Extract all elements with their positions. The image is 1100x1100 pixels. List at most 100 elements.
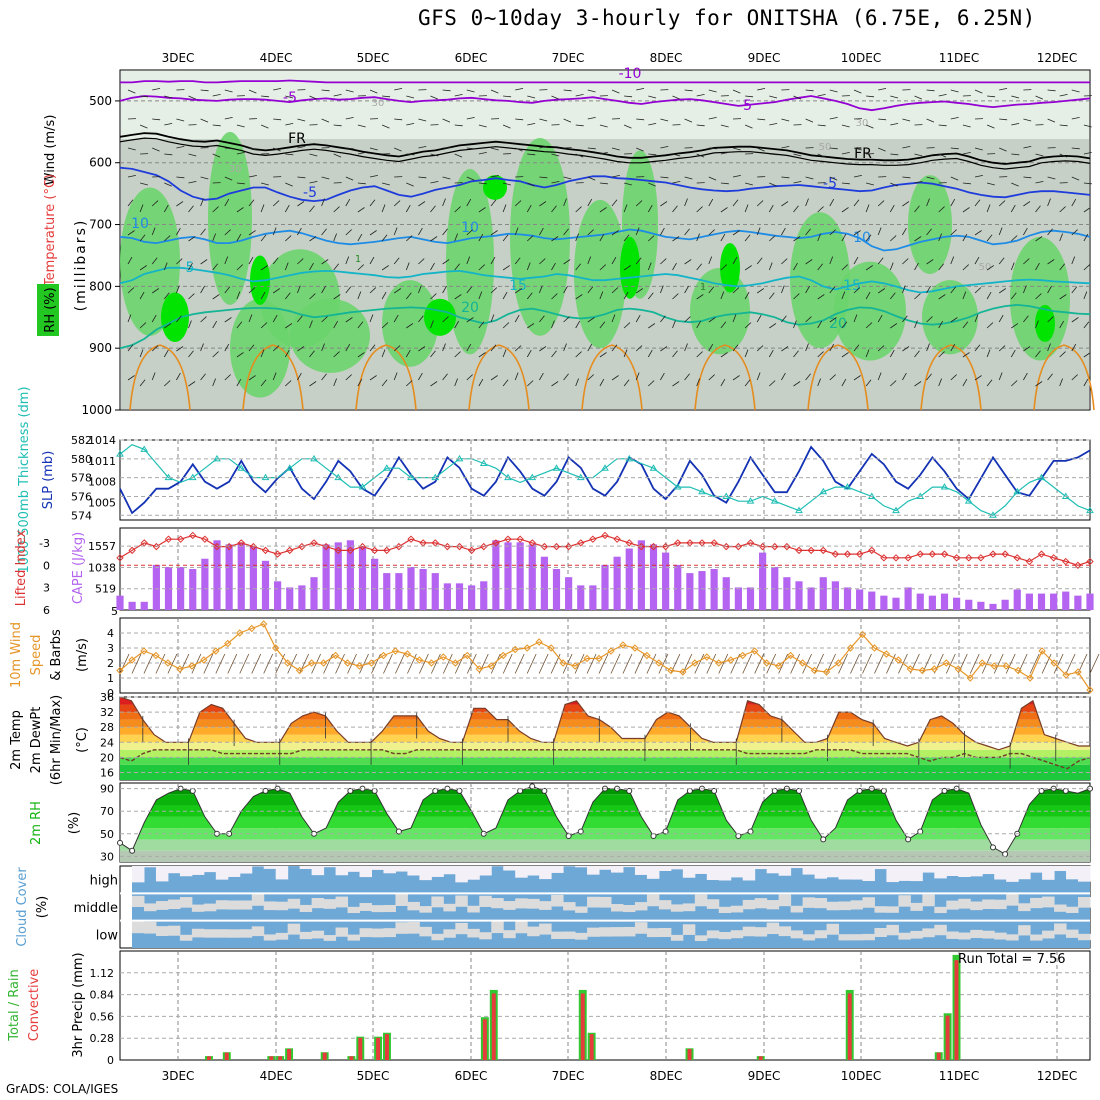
thickness-marker [964,497,973,504]
wind-barb [878,88,887,91]
lifted-index-marker [395,542,403,551]
wind-barb [1035,153,1044,157]
cloud-cell [706,899,720,909]
cloud-cell [802,866,816,875]
cloud-cell [730,905,744,913]
lifted-index-marker [783,542,791,551]
wind-barb [224,256,229,265]
wind10-barb [119,653,130,674]
wind-barb [127,199,134,207]
wind-barb [998,345,1006,352]
lifted-index-marker [710,539,718,547]
wind-barb [526,262,531,271]
wind-barb [539,118,548,122]
wind-barb [829,117,838,120]
cloud-cell [874,906,887,913]
cloud-cell [1006,934,1019,941]
wind10-barb [586,653,597,674]
wind-barb [272,288,281,294]
contour-label: -5 [303,185,317,201]
thickness-marker [552,464,561,471]
cape-bar [674,564,682,610]
cloud-cell [311,897,325,909]
panel-frame-wind [119,617,1091,694]
lifted-index-marker [722,542,730,551]
cloud-cell [503,901,516,910]
wind-barb [188,95,197,100]
slp-tick-label: 1011 [88,455,116,468]
wind-barb [406,182,414,187]
wind10-marker [128,656,136,664]
wind-barb [745,182,753,186]
cloud-cell [575,906,588,913]
wind-barb [527,323,535,329]
cape-bar [880,595,888,610]
wind-barb [841,264,849,271]
rh-moist-area [446,168,494,355]
wind-barb [248,175,257,178]
cape-bar [977,601,985,610]
wind-barb [188,205,194,213]
wind-barb [272,200,280,207]
cape-bar [746,587,755,610]
wind-barb [672,205,678,213]
wind-barb [224,286,231,294]
cloud-cell [467,905,480,913]
wind-barb [974,199,981,207]
wind-barb [853,147,862,151]
wind-barb [236,182,245,185]
rh2m-marker [129,847,136,854]
cloud-cell [994,932,1007,940]
wind-barb [454,378,458,387]
cloud-cell [1054,866,1067,872]
wind10-barb [694,653,705,674]
wind-barb [853,375,861,381]
contour-label: 20 [461,300,479,316]
cloud-cell [730,866,744,878]
cloud-cell [898,866,911,881]
cloud-cell [431,933,444,941]
wind-barb [599,124,608,128]
wind-barb [514,345,522,352]
cloud-cell [455,866,468,883]
cloud-cell [491,898,504,909]
cloud-unit-label: (%) [35,896,50,919]
contour-label: 10 [131,216,149,232]
wind-barb [1059,263,1065,271]
wind-barb [768,292,775,300]
wind-barb [926,285,931,294]
wind-barb [164,153,173,156]
wind-barb [720,321,727,329]
wind-barb [297,372,302,381]
wind-barb [587,117,596,120]
cloud-cell [970,901,983,911]
wind-barb [829,286,836,294]
wind-barb [1023,315,1029,323]
lifted-index-marker [868,546,876,555]
cloud-low-label: low [96,928,119,943]
wind10-barb [1029,653,1040,674]
wind-barb [635,288,644,294]
thickness-axis-label: 1000-500mb Thickness (dm) [17,386,32,573]
cloud-cell [479,932,492,940]
wind-barb [236,291,241,300]
wind-barb [999,88,1008,91]
wind-barb [793,95,802,100]
wind10-marker [894,656,903,664]
cloud-cell [215,900,229,910]
wind-barb [575,206,582,213]
thickness-line [119,444,1091,516]
pressure-tick-label: 900 [89,341,112,355]
wind-barb [926,118,935,123]
wind10-barb [1041,653,1052,674]
wind-barb [914,293,921,300]
lifted-index-marker [661,542,670,551]
pressure-tick-label: 600 [89,156,112,170]
wind-barb [127,147,136,151]
wind-barb [551,236,559,242]
wind-barb [648,235,655,242]
wind-barb [1083,233,1089,242]
wind-barb [926,259,934,265]
wind10-marker [391,647,400,655]
wind-barb [527,380,534,387]
